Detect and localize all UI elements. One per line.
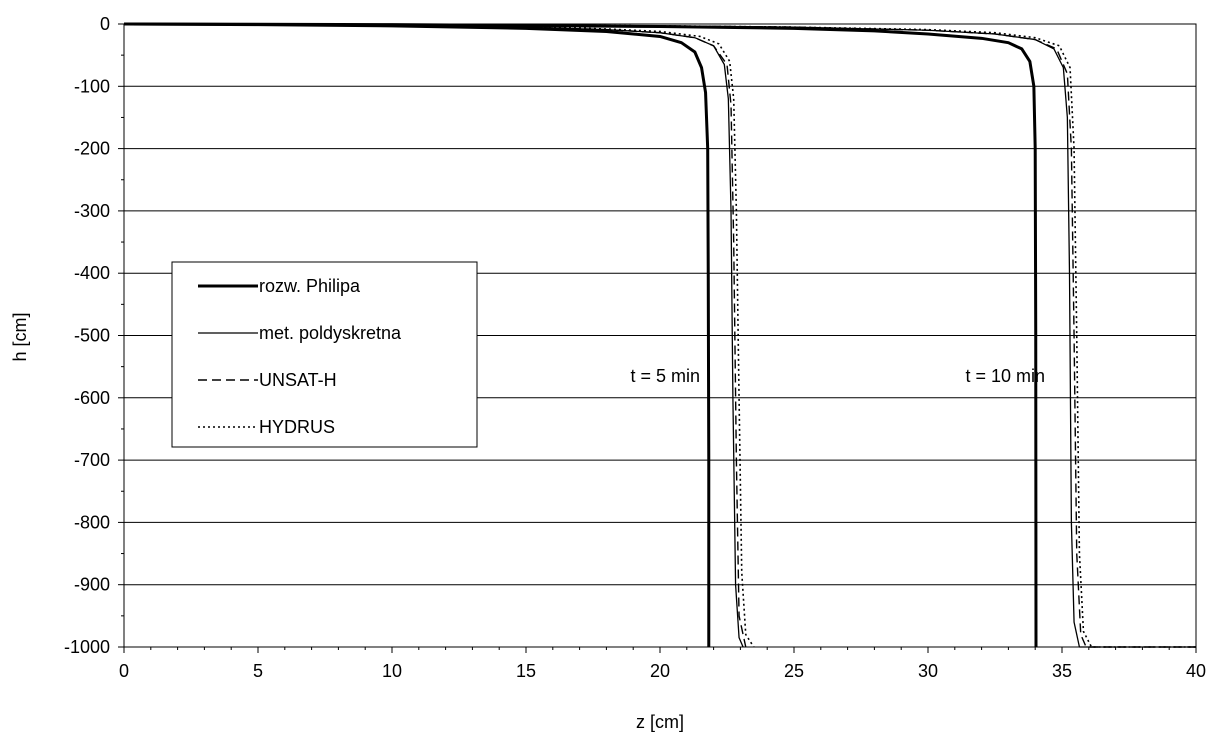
y-tick-label: -200	[74, 139, 110, 159]
y-tick-label: -700	[74, 450, 110, 470]
x-tick-label: 30	[918, 661, 938, 681]
series-line	[123, 22, 1038, 648]
series-line	[123, 22, 711, 647]
annotation-label: t = 5 min	[631, 366, 701, 386]
y-tick-label: -600	[74, 388, 110, 408]
y-tick-label: 0	[100, 14, 110, 34]
legend-label: met. poldyskretna	[259, 323, 402, 343]
y-tick-label: -400	[74, 263, 110, 283]
x-tick-label: 15	[516, 661, 536, 681]
series-line	[123, 23, 1196, 648]
y-tick-label: -300	[74, 201, 110, 221]
x-tick-label: 20	[650, 661, 670, 681]
y-axis-title: h [cm]	[10, 312, 30, 361]
series-line	[123, 23, 747, 648]
x-tick-label: 5	[253, 661, 263, 681]
legend-label: UNSAT-H	[259, 370, 337, 390]
annotation-label: t = 10 min	[966, 366, 1046, 386]
y-tick-label: -800	[74, 512, 110, 532]
x-tick-label: 25	[784, 661, 804, 681]
legend-label: rozw. Philipa	[259, 276, 361, 296]
y-tick-label: -1000	[64, 637, 110, 657]
x-tick-label: 0	[119, 661, 129, 681]
legend: rozw. Philipa met. poldyskretna UNSAT-H HYD…	[171, 261, 478, 448]
y-tick-label: -500	[74, 326, 110, 346]
x-axis-title: z [cm]	[636, 712, 684, 732]
x-tick-label: 35	[1052, 661, 1072, 681]
legend-label: HYDRUS	[259, 417, 335, 437]
series-line	[123, 23, 755, 648]
series-lines	[123, 22, 1196, 648]
axis-ticks: 0 -100 -200 -300 -400 -500 -600 -700 -800 -900 -10…	[64, 14, 1206, 681]
x-tick-label: 40	[1186, 661, 1206, 681]
legend-box	[171, 261, 478, 448]
y-tick-label: -900	[74, 575, 110, 595]
x-tick-label: 10	[382, 661, 402, 681]
annotations: t = 5 min t = 10 min	[631, 366, 1046, 386]
y-tick-label: -100	[74, 76, 110, 96]
